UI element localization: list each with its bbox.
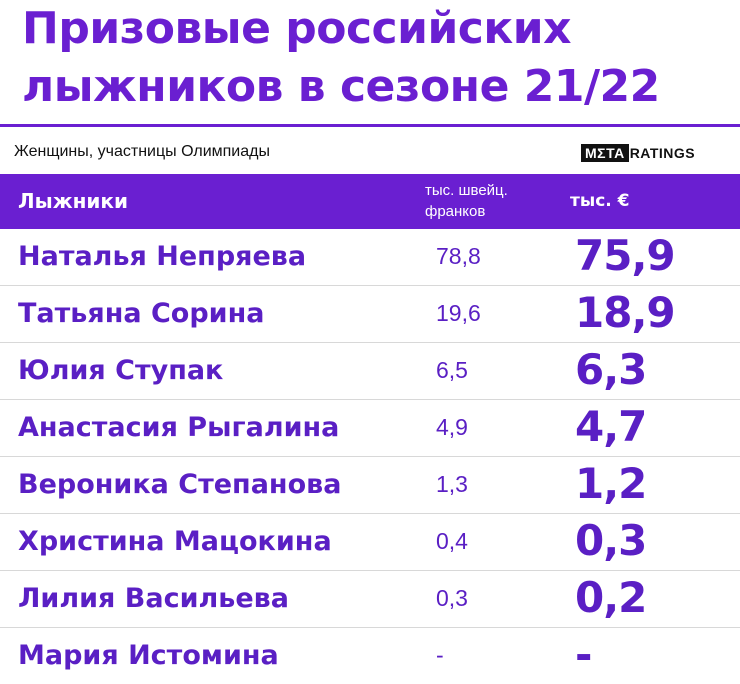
table-header: Лыжники тыс. швейц. франков тыс. € [0,174,740,229]
table-row: Лилия Васильева 0,3 0,2 [0,571,740,628]
skier-name: Татьяна Сорина [18,298,265,329]
page-title: Призовые российских лыжников в сезоне 21… [22,0,732,116]
table-row: Татьяна Сорина 19,6 18,9 [0,286,740,343]
table-row: Вероника Степанова 1,3 1,2 [0,457,740,514]
skier-name: Наталья Непряева [18,241,307,272]
skier-name: Юлия Ступак [18,355,224,386]
skier-name: Мария Истомина [18,640,279,671]
prize-eur: 6,3 [575,345,647,394]
brand-ratings: RATINGS [629,145,696,161]
prize-chf: 0,3 [436,585,468,611]
prize-chf: 19,6 [436,300,481,326]
prize-eur: - [575,630,592,679]
prize-chf: 1,3 [436,471,468,497]
title-line-2: лыжников в сезоне 21/22 [22,61,660,112]
table-row: Юлия Ступак 6,5 6,3 [0,343,740,400]
prize-eur: 0,3 [575,516,647,565]
brand-meta: MΣTA [581,144,629,162]
column-header-chf: тыс. швейц. франков [425,182,508,220]
skier-name: Лилия Васильева [18,583,289,614]
prize-chf: 78,8 [436,243,481,269]
table-row: Мария Истомина - - [0,628,740,684]
prize-eur: 18,9 [575,288,676,337]
prize-chf: 6,5 [436,357,468,383]
prize-eur: 1,2 [575,459,647,508]
prize-chf: - [436,642,444,668]
divider [0,124,740,127]
table-body: Наталья Непряева 78,8 75,9 Татьяна Сорин… [0,229,740,684]
table-row: Наталья Непряева 78,8 75,9 [0,229,740,286]
table-row: Христина Мацокина 0,4 0,3 [0,514,740,571]
prize-eur: 4,7 [575,402,647,451]
skier-name: Анастасия Рыгалина [18,412,340,443]
skier-name: Христина Мацокина [18,526,332,557]
column-header-skiers: Лыжники [18,189,129,213]
prize-chf: 4,9 [436,414,468,440]
table-row: Анастасия Рыгалина 4,9 4,7 [0,400,740,457]
subtitle: Женщины, участницы Олимпиады [14,143,270,160]
skier-name: Вероника Степанова [18,469,342,500]
prize-eur: 0,2 [575,573,647,622]
prize-chf: 0,4 [436,528,468,554]
brand-logo: MΣTA RATINGS [581,143,695,163]
title-line-1: Призовые российских [22,3,571,54]
column-header-eur: тыс. € [570,191,630,211]
prize-eur: 75,9 [575,231,676,280]
